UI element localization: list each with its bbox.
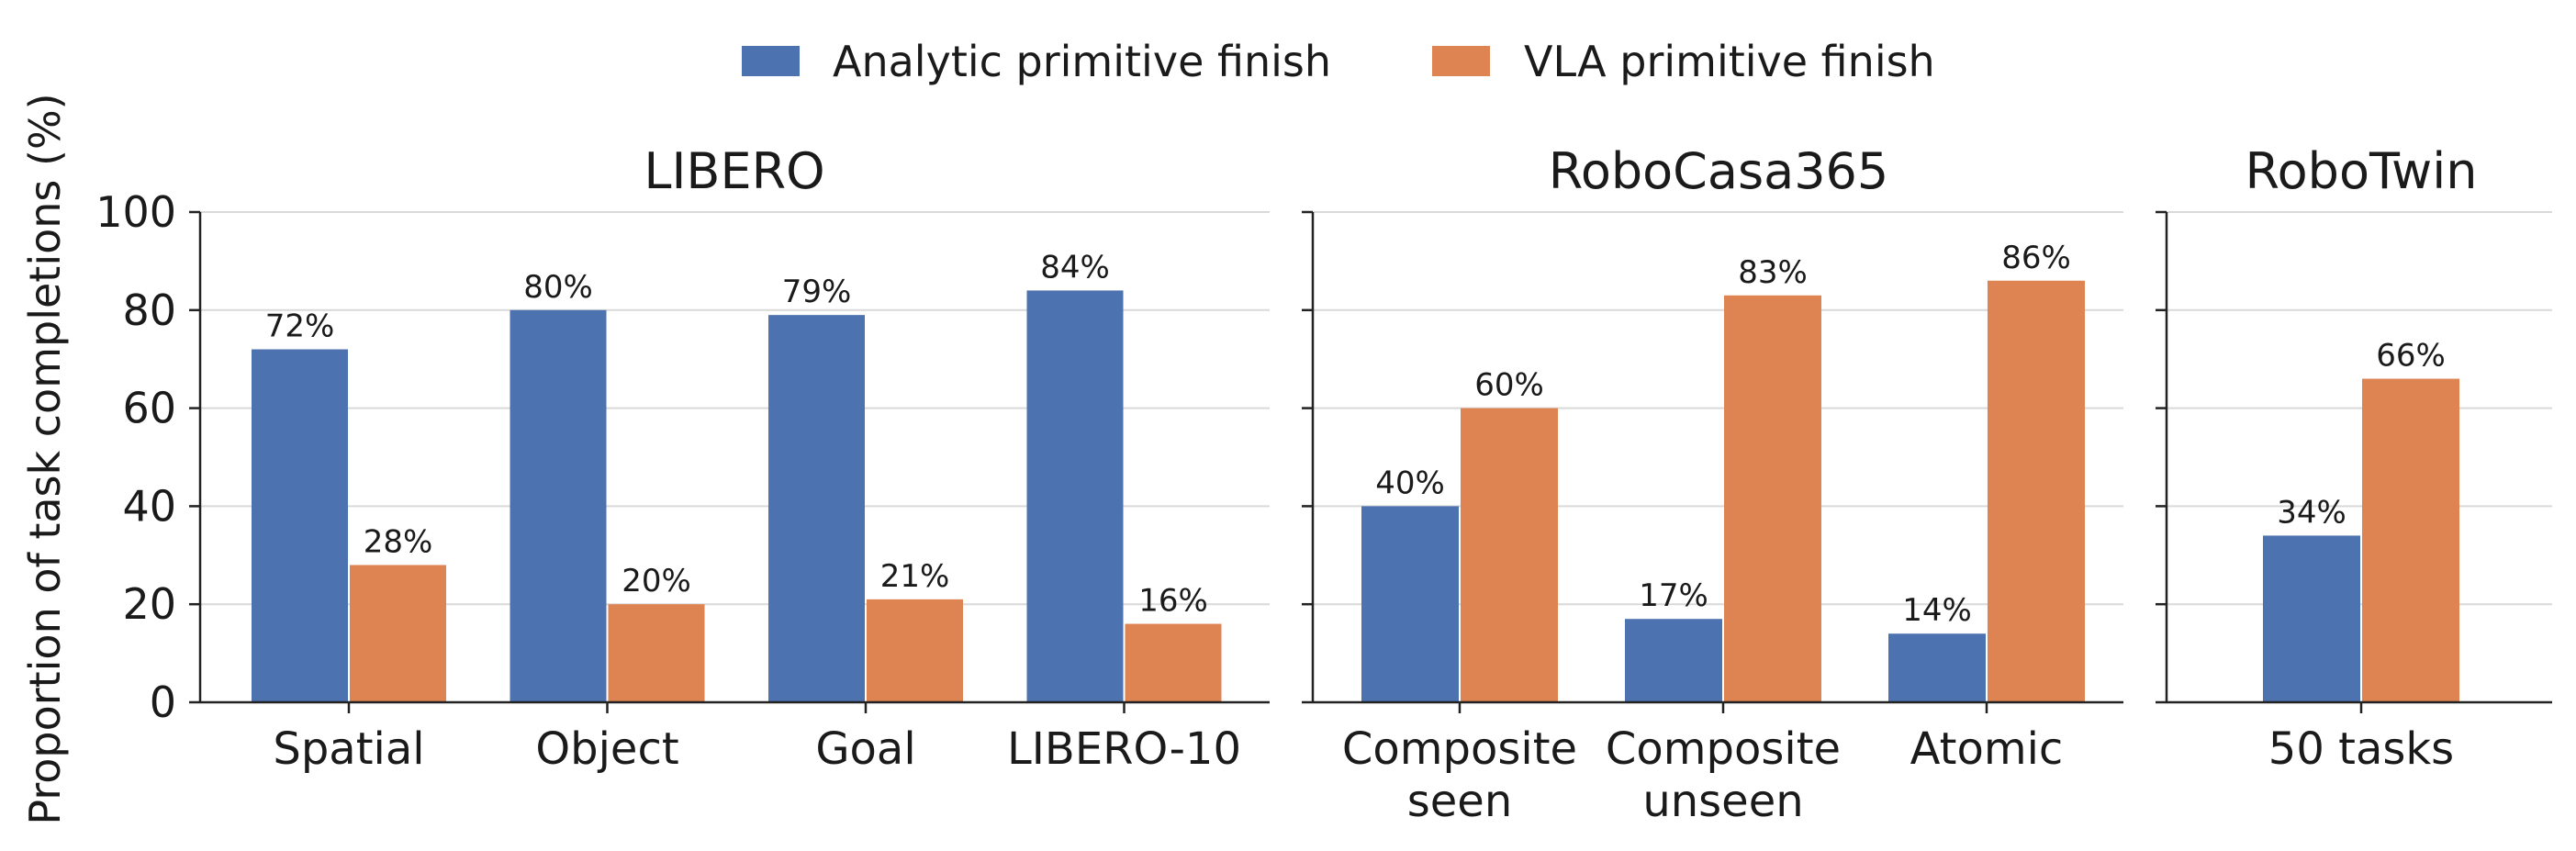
x-tick-label: Composite seen xyxy=(1342,723,1577,827)
bar xyxy=(1461,408,1558,702)
x-tick-label-line: 50 tasks xyxy=(2268,723,2454,775)
bar-label: 60% xyxy=(1474,367,1544,404)
y-tick-label: 20 xyxy=(122,579,176,629)
bar xyxy=(252,349,348,702)
x-tick-label-line: LIBERO-10 xyxy=(1007,723,1241,775)
bar-label: 40% xyxy=(1375,465,1445,501)
bar-label: 34% xyxy=(2277,494,2346,531)
y-tick-label: 80 xyxy=(122,286,176,335)
x-tick-label-line: seen xyxy=(1407,776,1513,827)
x-tick-label: Spatial xyxy=(273,723,424,775)
bar-label: 28% xyxy=(364,523,433,560)
panel-title: LIBERO xyxy=(644,142,824,200)
x-tick-label-line: Goal xyxy=(815,723,915,775)
x-tick-label: Goal xyxy=(815,723,915,775)
bar xyxy=(350,565,446,702)
bar xyxy=(1026,290,1124,702)
x-tick-label: Atomic xyxy=(1910,723,2064,775)
bar xyxy=(1724,295,1821,702)
x-tick-label-line: Composite xyxy=(1606,723,1841,775)
panel-0: LIBERO 0 20 40 60 80 100 72% 28% Spatial 80% 20% Obj… xyxy=(95,142,1270,775)
bar xyxy=(2263,535,2360,702)
bar-label: 86% xyxy=(2001,240,2071,276)
bar xyxy=(1988,280,2085,702)
y-tick-label: 0 xyxy=(150,677,176,727)
panel-title: RoboTwin xyxy=(2246,142,2478,200)
bar-label: 16% xyxy=(1138,583,1208,620)
bar-label: 66% xyxy=(2376,338,2446,375)
bar xyxy=(510,309,607,702)
x-tick-label: Object xyxy=(535,723,678,775)
x-tick-label: LIBERO-10 xyxy=(1007,723,1241,775)
bar xyxy=(867,599,963,702)
legend-swatch-analytic xyxy=(742,46,800,76)
y-tick-label: 100 xyxy=(95,187,176,237)
x-tick-label: 50 tasks xyxy=(2268,723,2454,775)
bar xyxy=(768,315,865,702)
bar xyxy=(2362,378,2459,702)
x-tick-label-line: Object xyxy=(535,723,678,775)
x-tick-label: Composite unseen xyxy=(1606,723,1841,827)
panel-2: RoboTwin 34% 66% 50 tasks xyxy=(2156,142,2552,775)
panel-title: RoboCasa365 xyxy=(1549,142,1889,200)
legend: Analytic primitive finish VLA primitive … xyxy=(742,37,1935,86)
y-tick-label: 60 xyxy=(122,384,176,433)
bar-label: 79% xyxy=(782,274,852,310)
bar-label: 72% xyxy=(265,308,335,345)
bar-label: 14% xyxy=(1902,592,1972,629)
bar-label: 83% xyxy=(1738,254,1808,291)
bar-label: 84% xyxy=(1040,249,1110,286)
y-tick-label: 40 xyxy=(122,481,176,531)
x-tick-label-line: Composite xyxy=(1342,723,1577,775)
bar xyxy=(608,604,705,702)
bar-label: 21% xyxy=(880,558,950,595)
legend-swatch-vla xyxy=(1432,46,1490,76)
bar-label: 20% xyxy=(622,563,691,599)
x-tick-label-line: unseen xyxy=(1642,776,1803,827)
bar-label: 17% xyxy=(1639,577,1708,614)
bar xyxy=(1888,633,1986,702)
bar xyxy=(1125,623,1222,702)
legend-label-analytic: Analytic primitive finish xyxy=(833,37,1331,86)
y-axis-label: Proportion of task completions (%) xyxy=(20,93,70,824)
legend-label-vla: VLA primitive finish xyxy=(1524,37,1935,86)
x-tick-label-line: Atomic xyxy=(1910,723,2064,775)
bar xyxy=(1361,506,1459,702)
bar-label: 80% xyxy=(523,269,593,306)
x-tick-label-line: Spatial xyxy=(273,723,424,775)
bar xyxy=(1625,619,1722,702)
panels: LIBERO 0 20 40 60 80 100 72% 28% Spatial 80% 20% Obj… xyxy=(95,142,2552,827)
